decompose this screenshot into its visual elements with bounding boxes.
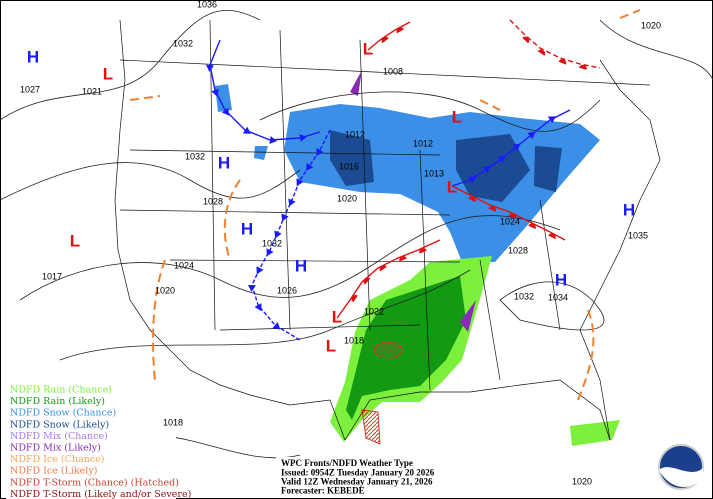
low-pressure-label: L [326,336,336,355]
isobar-label: 1026 [277,285,297,295]
isobar-label: 1028 [508,245,528,255]
isobar-label: 1032 [514,291,534,301]
legend-entry: NDFD Mix (Chance) [10,431,108,442]
high-pressure-label: H [241,219,253,238]
legend-box [6,383,176,499]
isobar-label: 1018 [163,417,183,427]
isobar-label: 1032 [185,151,205,161]
isobar-label: 1008 [383,66,403,76]
isobar-label: 1028 [203,196,223,206]
isobar-label: 1027 [20,84,40,94]
isobar-label: 1024 [174,260,194,270]
footer-line: Valid 12Z Wednesday January 21, 2026 [281,476,433,486]
isobar-label: 1021 [82,86,102,96]
isobar-label: 1013 [424,168,444,178]
isobar-label: 1018 [344,335,364,345]
isobar-label: 1012 [345,129,365,139]
low-pressure-label: L [70,231,80,250]
isobar-label: 1012 [413,138,433,148]
isobar-label: 1024 [500,216,520,226]
noaa-logo [658,444,704,490]
isobar-label: 1020 [155,285,175,295]
legend-entry: NDFD T-Storm (Chance) (Hatched) [10,477,179,488]
footer-line: Issued: 0954Z Tuesday January 20 2026 [281,467,435,477]
isobar-label: 1032 [173,38,193,48]
isobar-label: 1020 [641,20,661,30]
high-pressure-label: H [27,47,39,66]
low-pressure-label: L [447,177,457,196]
footer-line: WPC Fronts/NDFD Weather Type [281,458,413,468]
low-pressure-label: L [103,64,113,83]
low-pressure-label: L [332,307,342,326]
legend-entry: NDFD Rain (Likely) [10,396,105,407]
isobar-label: 1036 [197,0,217,9]
legend-entry: NDFD Snow (Chance) [10,408,116,419]
footer-line: Forecaster: KEBEDE [281,486,365,496]
isobar-label: 1020 [572,476,592,486]
isobar-label: 1035 [628,230,648,240]
fronts [206,19,601,341]
legend-entry: NDFD Rain (Chance) [10,385,112,396]
isobar-label: 1016 [339,161,359,171]
low-pressure-label: L [452,107,462,126]
legend-entry: NDFD Ice (Chance) [10,454,104,465]
footer-box [276,457,476,498]
high-pressure-label: H [623,200,635,219]
legend-entry: NDFD Ice (Likely) [10,466,97,477]
high-pressure-label: H [218,153,230,172]
high-pressure-label: H [295,256,307,275]
legend-entry: NDFD T-Storm (Likely and/or Severe) [10,489,191,499]
isobar-label: 1017 [42,271,62,281]
isobar-label: 1034 [548,292,568,302]
high-pressure-label: H [555,270,567,289]
troughs [129,9,641,421]
legend-entry: NDFD Mix (Likely) [10,443,101,454]
low-pressure-label: L [363,39,373,58]
legend-entry: NDFD Snow (Likely) [10,419,109,430]
isobar-label: 1020 [337,193,357,203]
isobar-label: 1032 [262,238,282,248]
isobar-label: 1022 [364,306,384,316]
